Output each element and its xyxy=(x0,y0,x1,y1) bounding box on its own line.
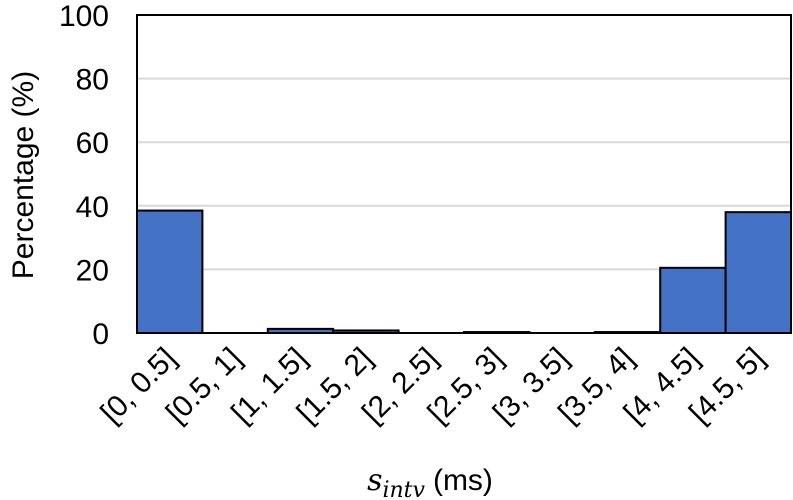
x-axis-label-symbol: s xyxy=(367,463,382,498)
y-tick-label: 0 xyxy=(92,318,109,351)
x-axis-label-unit: (ms) xyxy=(433,464,493,497)
y-tick-label: 80 xyxy=(76,64,109,97)
x-axis-label-subscript: intv xyxy=(382,478,425,500)
bar xyxy=(136,209,204,335)
bar xyxy=(724,211,792,334)
gridlines xyxy=(137,77,791,271)
y-tick-label: 60 xyxy=(76,127,109,160)
y-tick-label: 100 xyxy=(59,0,109,33)
y-tick-labels: 0 20 40 60 80 100 xyxy=(59,0,109,351)
y-tick-label: 20 xyxy=(76,254,109,287)
bars xyxy=(136,209,792,335)
x-tick-label: [4.5, 5] xyxy=(683,342,771,430)
y-tick-label: 40 xyxy=(76,191,109,224)
plot-frame xyxy=(136,14,792,334)
bar xyxy=(659,266,727,334)
x-axis-label: sintv (ms) xyxy=(367,463,493,500)
y-axis-label: Percentage (%) xyxy=(7,71,40,279)
x-tick-labels: [0, 0.5][0.5, 1][1, 1.5][1.5, 2][2, 2.5]… xyxy=(94,342,771,430)
